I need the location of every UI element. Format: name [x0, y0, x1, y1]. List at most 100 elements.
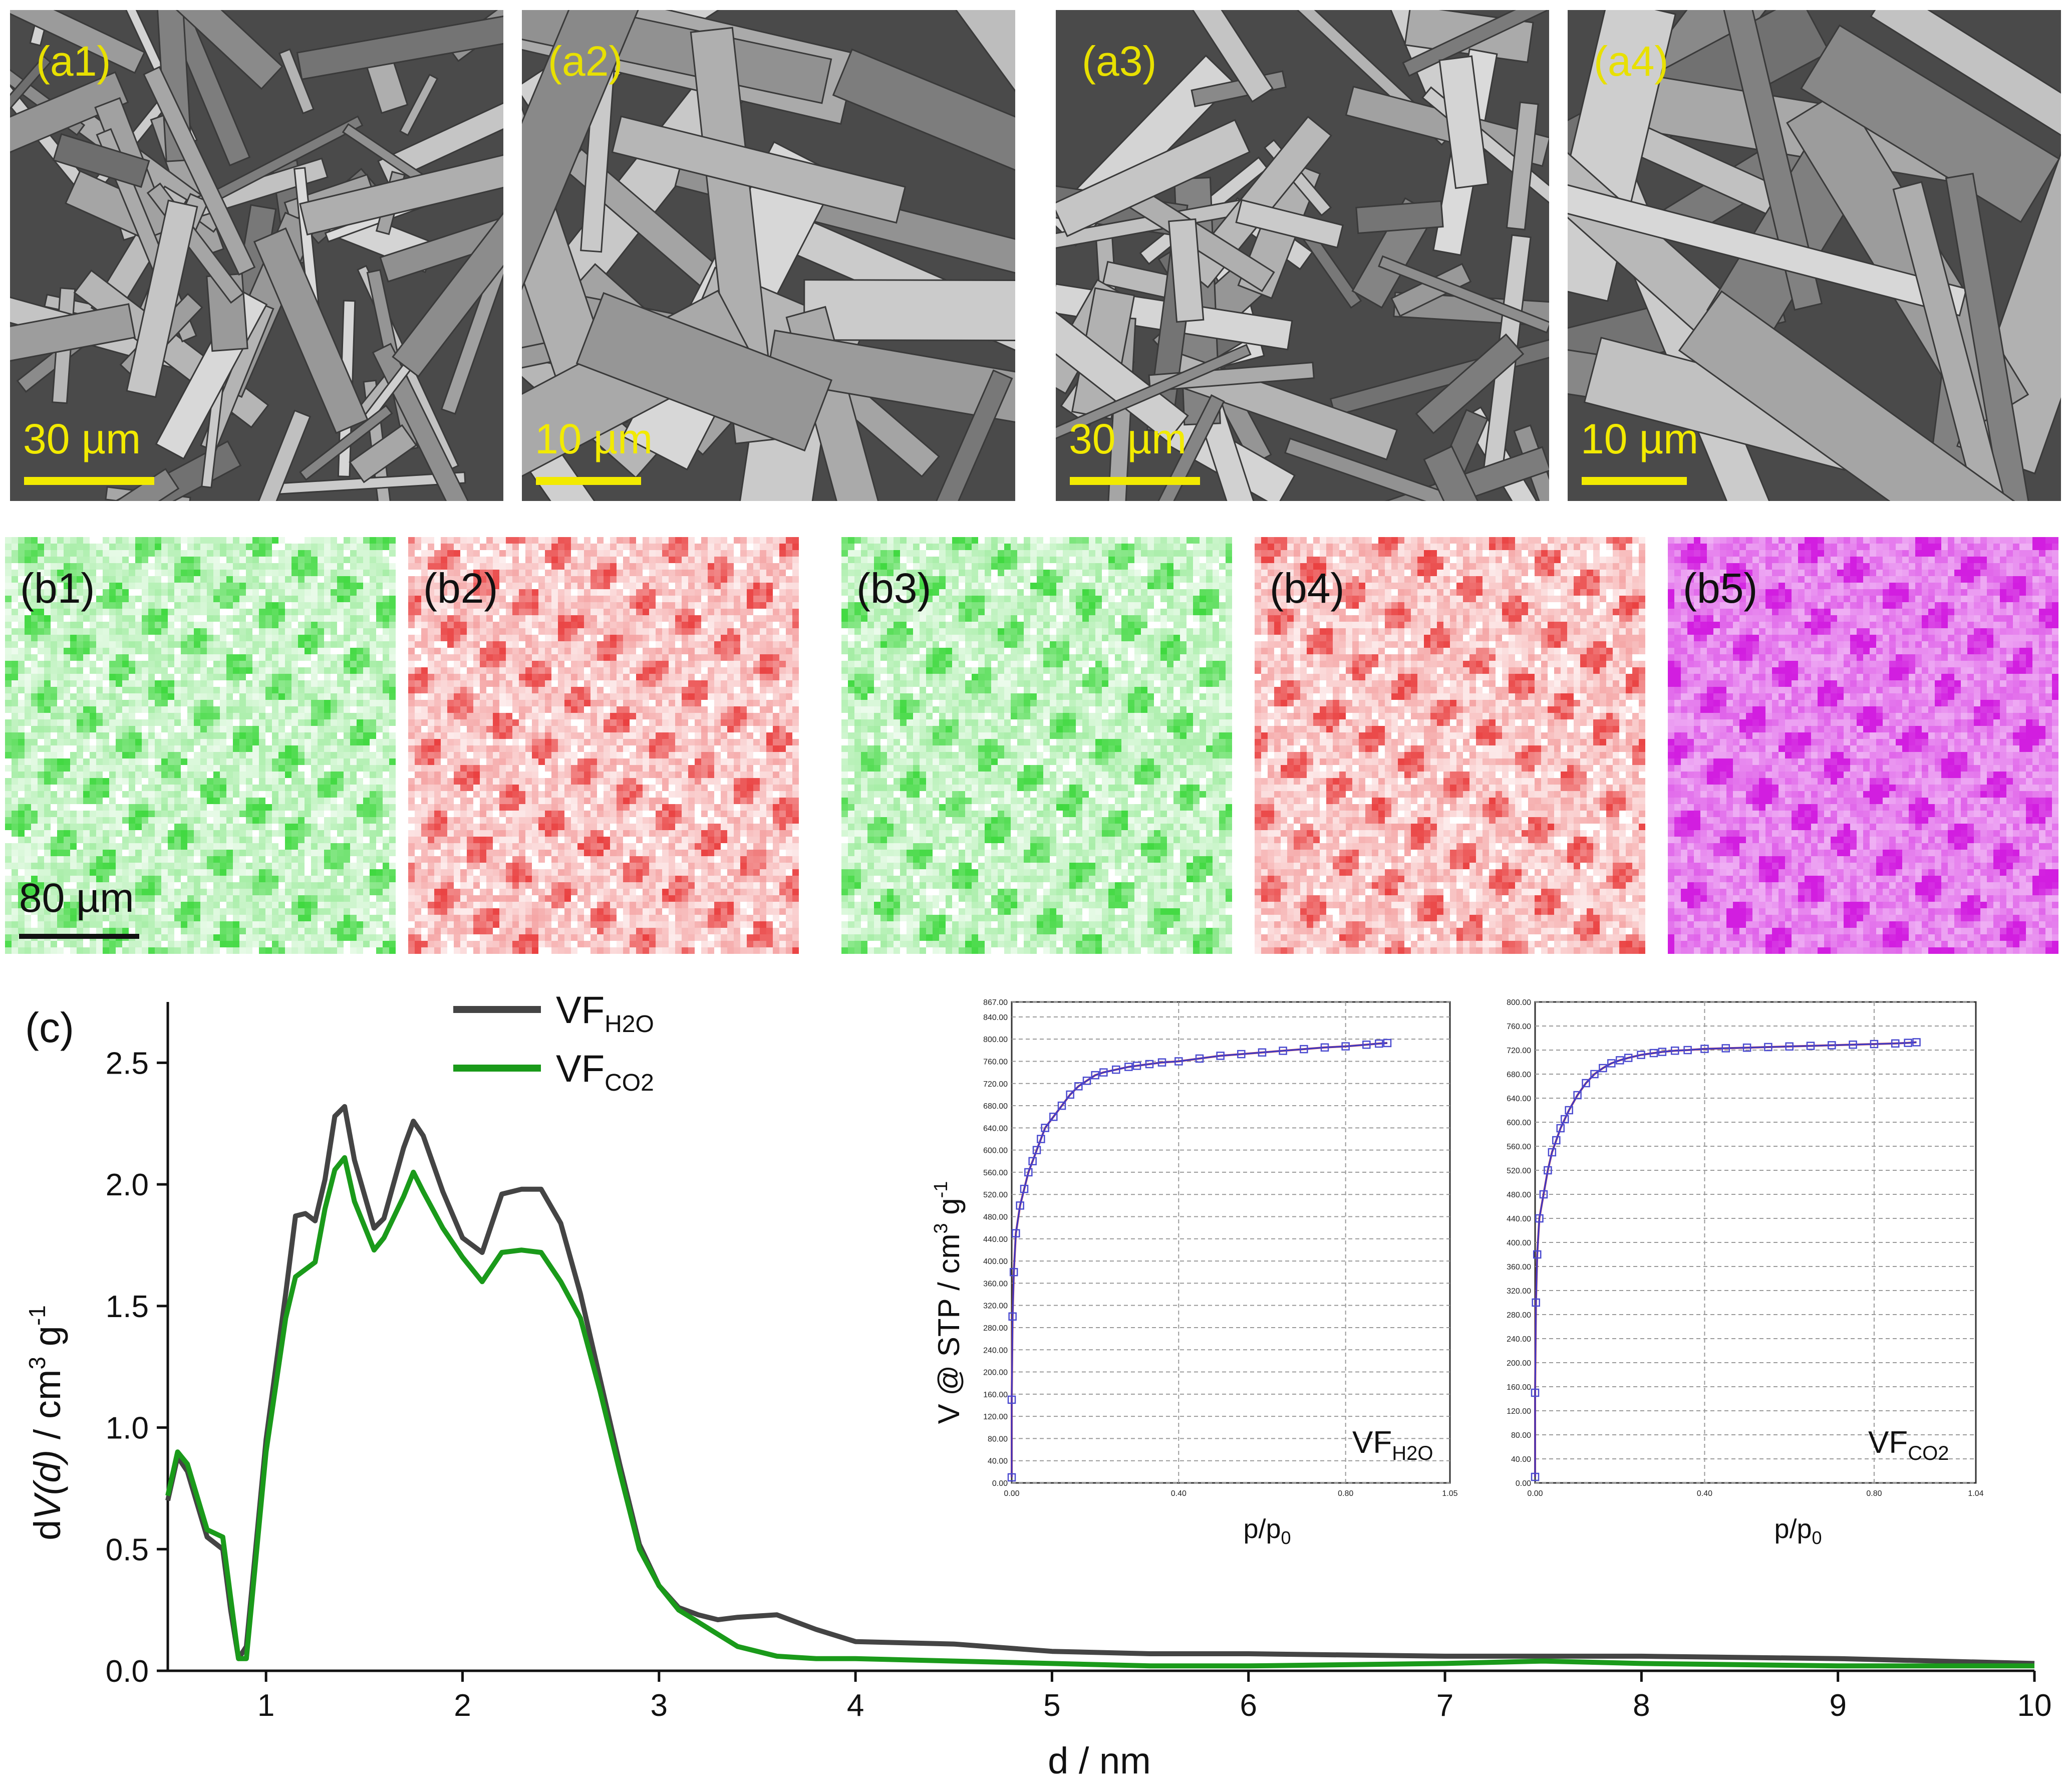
inset-data-point: [1806, 1042, 1815, 1050]
x-tick-label: 7: [1436, 1688, 1453, 1723]
inset-y-tick-label: 0.00: [992, 1479, 1008, 1488]
inset-data-point: [1132, 1062, 1141, 1070]
inset-data-point: [1590, 1070, 1599, 1079]
inset-data-point: [1195, 1054, 1204, 1063]
scale-label-a2: 10 µm: [535, 415, 653, 462]
y-tick-label: 0.5: [106, 1533, 149, 1567]
inset-data-point: [1683, 1046, 1692, 1055]
inset-x-tick-label: 0.80: [1338, 1489, 1353, 1498]
inset-data-point: [1375, 1039, 1383, 1048]
inset-data-point: [1764, 1043, 1772, 1052]
inset-y-tick-label: 400.00: [1507, 1239, 1531, 1247]
inset-data-point: [1904, 1039, 1912, 1047]
inset-data-point: [1383, 1039, 1392, 1048]
inset-x-tick-label: 1.04: [1968, 1489, 1983, 1498]
inset-data-point: [1849, 1040, 1857, 1049]
inset-y-tick-label: 240.00: [1507, 1335, 1531, 1344]
scale-label-a4: 10 µm: [1581, 415, 1699, 462]
inset-data-point: [1658, 1048, 1667, 1056]
inset-x-tick-label: 0.40: [1697, 1489, 1712, 1498]
inset-frame: [1011, 1001, 1451, 1484]
inset-data-point: [1037, 1135, 1045, 1143]
map-label-b2: (b2): [423, 565, 498, 612]
inset-data-point: [1535, 1214, 1544, 1223]
inset-data-point: [1279, 1047, 1287, 1055]
inset-data-point: [1216, 1052, 1225, 1060]
inset-data-point: [1533, 1250, 1542, 1259]
inset-y-tick-label: 760.00: [983, 1058, 1008, 1066]
inset-y-tick-label: 80.00: [988, 1435, 1008, 1443]
inset-y-tick-label: 280.00: [983, 1324, 1008, 1333]
inset-data-point: [1531, 1388, 1540, 1397]
inset-y-tick-label: 800.00: [1507, 998, 1531, 1007]
inset-y-tick-label: 800.00: [983, 1036, 1008, 1044]
inset-data-point: [1912, 1038, 1921, 1047]
inset-data-point: [1009, 1267, 1018, 1277]
inset-y-tick-label: 440.00: [983, 1235, 1008, 1244]
inset-y-tick-label: 160.00: [1507, 1383, 1531, 1392]
eds-map-b3: (b3): [841, 537, 1232, 954]
inset-y-tick-label: 200.00: [1507, 1359, 1531, 1368]
panel-label-a4: (a4): [1594, 38, 1669, 85]
y-tick-label: 2.5: [106, 1046, 149, 1081]
series-line-co2: [165, 1155, 2034, 1669]
inset-data-point: [1742, 1043, 1751, 1052]
inset-data-point: [1041, 1124, 1049, 1132]
inset-y-tick-label: 400.00: [983, 1257, 1008, 1266]
inset-data-point: [1082, 1076, 1091, 1085]
panel-label-c: (c): [25, 1004, 74, 1051]
isotherm-inset-h2o: 0.00 40.00 80.00 120.00 160.00 200.00 240.00 28…: [983, 998, 1458, 1498]
inset-data-point: [1300, 1045, 1308, 1054]
inset-y-tick-label: 720.00: [1507, 1047, 1531, 1055]
sem-texture: [1568, 10, 2061, 501]
scale-bar-a3: [1070, 477, 1200, 485]
sem-image-a4: (a4) 10 µm: [1568, 10, 2061, 501]
inset-data-point: [1721, 1044, 1730, 1053]
inset-y-tick-label: 600.00: [983, 1147, 1008, 1155]
inset-data-point: [1112, 1065, 1120, 1074]
inset-data-point: [1341, 1042, 1350, 1051]
eds-map-b1: (b1) 80 µm: [5, 537, 396, 954]
eds-pixels: [1255, 537, 1645, 954]
inset-y-tick-label: 440.00: [1507, 1215, 1531, 1223]
inset-data-point: [1785, 1042, 1794, 1051]
main-plot: 1 2 3 4 5 6 7 8 9 10 0.0 0.5 1.0 1.5 2.0 2.5: [106, 1002, 2051, 1723]
inset-y-tick-label: 867.00: [983, 998, 1008, 1007]
inset-data-point: [1700, 1045, 1709, 1053]
panel-label-a3: (a3): [1082, 38, 1157, 85]
inset-data-point: [1362, 1041, 1371, 1049]
inset-y-tick-label: 200.00: [983, 1369, 1008, 1377]
x-axis-label: d / nm: [1048, 1740, 1151, 1781]
sem-texture: [522, 10, 1015, 501]
inset-data-point: [1157, 1058, 1166, 1067]
panel-label-a2: (a2): [548, 38, 623, 85]
inset-y-tick-label: 680.00: [983, 1102, 1008, 1111]
y-tick-label: 1.5: [106, 1290, 149, 1324]
inset-data-point: [1174, 1057, 1183, 1066]
inset-data-point: [1099, 1068, 1108, 1077]
inset-data-point: [1237, 1050, 1246, 1059]
panel-label-a1: (a1): [36, 38, 111, 85]
inset-x-tick-label: 0.80: [1866, 1489, 1882, 1498]
scale-bar-a4: [1582, 477, 1687, 485]
sem-image-a1: (a1) 30 µm: [10, 10, 503, 501]
scale-bar-a2: [536, 477, 641, 485]
inset-y-tick-label: 360.00: [1507, 1263, 1531, 1271]
inset-y-tick-label: 40.00: [988, 1457, 1008, 1466]
inset-data-point: [1565, 1106, 1573, 1115]
inset-data-point: [1020, 1184, 1029, 1193]
inset-data-point: [1091, 1071, 1099, 1080]
x-tick-label: 3: [651, 1688, 668, 1723]
inset-y-tick-label: 520.00: [1507, 1167, 1531, 1175]
inset-data-point: [1670, 1046, 1679, 1055]
inset-data-point: [1016, 1201, 1024, 1210]
sem-texture: [10, 10, 503, 501]
inset-data-point: [1828, 1041, 1836, 1050]
inset-data-point: [1012, 1229, 1020, 1237]
inset-y-axis-label: V @ STP / cm3 g-1: [931, 1181, 966, 1424]
y-tick-label: 1.0: [106, 1411, 149, 1446]
inset-y-tick-label: 640.00: [1507, 1095, 1531, 1103]
inset-y-tick-label: 120.00: [983, 1413, 1008, 1421]
inset-data-point: [1582, 1079, 1590, 1088]
inset1-x-axis-label: p/p0: [1243, 1514, 1291, 1548]
